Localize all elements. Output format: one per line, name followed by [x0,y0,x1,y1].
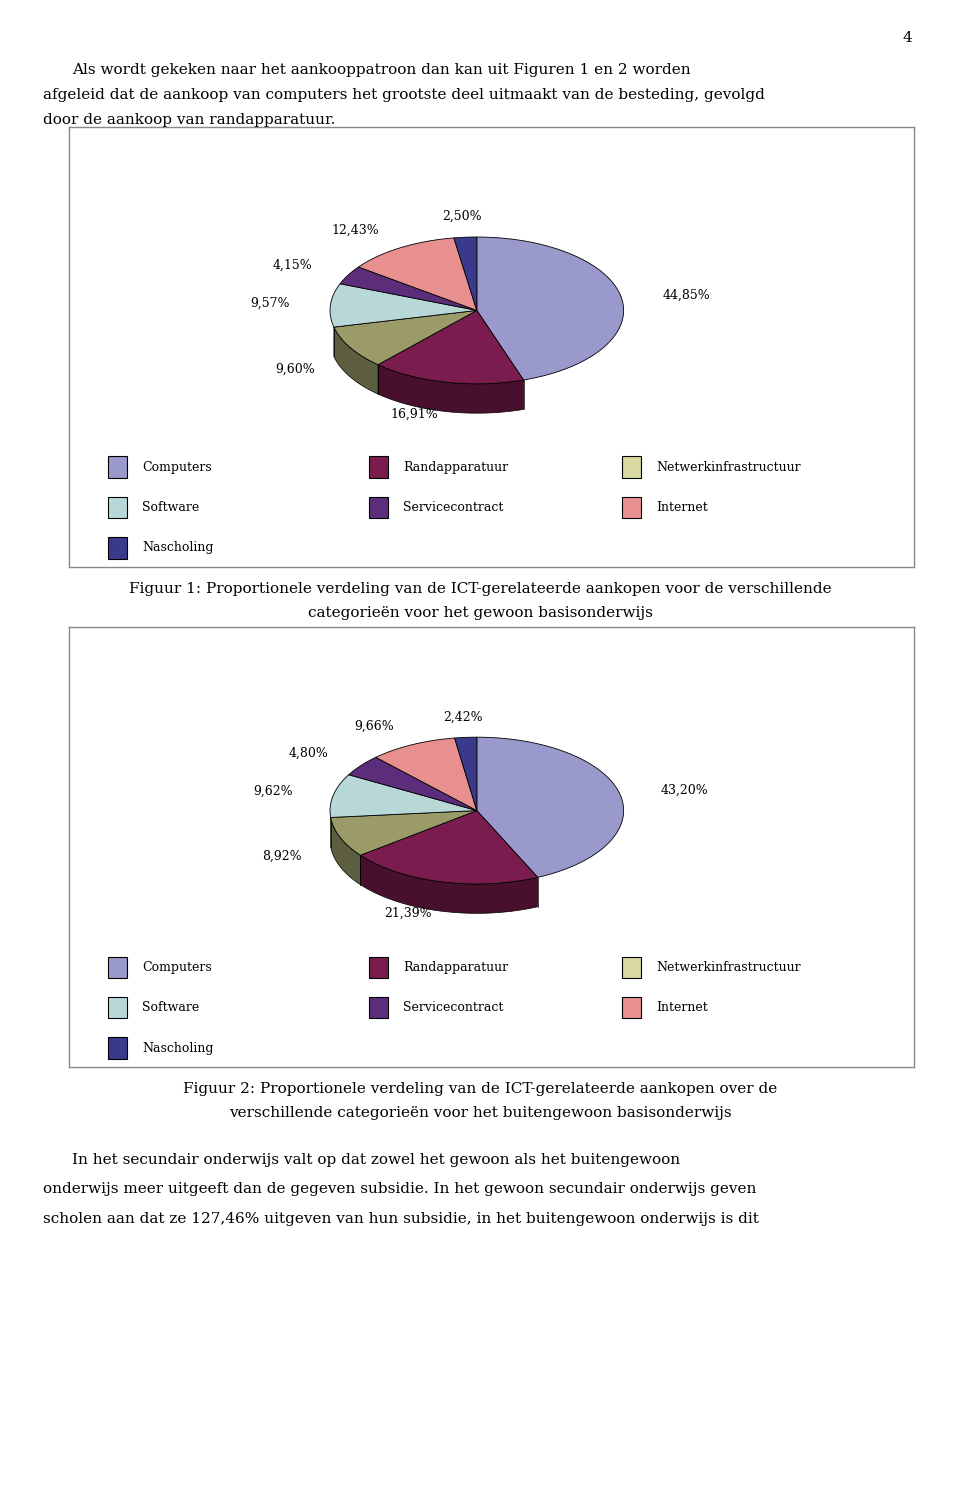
Polygon shape [330,284,477,327]
Bar [108,497,127,518]
Bar [369,497,388,518]
Bar [369,957,388,978]
Text: Servicecontract: Servicecontract [403,502,504,514]
Text: 44,85%: 44,85% [662,288,710,302]
Text: 2,50%: 2,50% [443,211,482,224]
Text: 9,60%: 9,60% [275,363,315,376]
Polygon shape [454,237,477,311]
Text: 4,15%: 4,15% [273,258,312,272]
Polygon shape [330,775,477,818]
Polygon shape [330,818,360,885]
Text: Randapparatuur: Randapparatuur [403,461,509,473]
Polygon shape [340,267,477,311]
Text: 16,91%: 16,91% [391,408,438,421]
Bar [622,457,641,478]
Text: 9,57%: 9,57% [250,297,289,311]
Text: Servicecontract: Servicecontract [403,1002,504,1014]
Text: Computers: Computers [142,461,212,473]
Text: Randapparatuur: Randapparatuur [403,961,509,973]
Text: Figuur 2: Proportionele verdeling van de ICT-gerelateerde aankopen over de: Figuur 2: Proportionele verdeling van de… [182,1082,778,1096]
Text: Netwerkinfrastructuur: Netwerkinfrastructuur [657,961,802,973]
Polygon shape [358,237,477,311]
Bar [108,1038,127,1059]
Text: scholen aan dat ze 127,46% uitgeven van hun subsidie, in het buitengewoon onderw: scholen aan dat ze 127,46% uitgeven van … [43,1212,759,1226]
Polygon shape [334,327,378,394]
Text: afgeleid dat de aankoop van computers het grootste deel uitmaakt van de bestedin: afgeleid dat de aankoop van computers he… [43,88,765,102]
Bar [622,497,641,518]
Text: Software: Software [142,502,200,514]
Bar [369,997,388,1018]
Bar [108,957,127,978]
Text: Nascholing: Nascholing [142,542,213,554]
Bar [108,457,127,478]
Text: 9,66%: 9,66% [354,720,395,733]
Text: Internet: Internet [657,502,708,514]
Polygon shape [455,738,477,811]
Text: Nascholing: Nascholing [142,1042,213,1054]
Text: 4,80%: 4,80% [289,746,328,760]
Text: 43,20%: 43,20% [660,784,708,797]
Polygon shape [360,811,538,884]
Polygon shape [330,811,477,855]
Bar [108,997,127,1018]
Text: Computers: Computers [142,961,212,973]
Text: 8,92%: 8,92% [262,850,302,863]
Text: 9,62%: 9,62% [253,785,293,797]
Text: door de aankoop van randapparatuur.: door de aankoop van randapparatuur. [43,113,336,127]
Text: Software: Software [142,1002,200,1014]
Polygon shape [477,738,624,878]
Polygon shape [477,237,624,381]
Text: 4: 4 [902,31,912,45]
Text: verschillende categorieën voor het buitengewoon basisonderwijs: verschillende categorieën voor het buite… [228,1106,732,1120]
Polygon shape [378,364,523,414]
Text: Als wordt gekeken naar het aankooppatroon dan kan uit Figuren 1 en 2 worden: Als wordt gekeken naar het aankooppatroo… [72,63,690,76]
Bar [108,537,127,558]
Bar [622,997,641,1018]
Text: Figuur 1: Proportionele verdeling van de ICT-gerelateerde aankopen voor de versc: Figuur 1: Proportionele verdeling van de… [129,582,831,596]
Text: 21,39%: 21,39% [384,906,431,920]
Text: 12,43%: 12,43% [331,224,379,237]
Polygon shape [334,311,477,364]
Bar [622,957,641,978]
Text: Internet: Internet [657,1002,708,1014]
Text: In het secundair onderwijs valt op dat zowel het gewoon als het buitengewoon: In het secundair onderwijs valt op dat z… [72,1153,680,1166]
Text: 2,42%: 2,42% [443,711,482,724]
Polygon shape [348,757,477,811]
Text: onderwijs meer uitgeeft dan de gegeven subsidie. In het gewoon secundair onderwi: onderwijs meer uitgeeft dan de gegeven s… [43,1182,756,1196]
Text: categorieën voor het gewoon basisonderwijs: categorieën voor het gewoon basisonderwi… [307,606,653,620]
Polygon shape [378,311,523,384]
Polygon shape [375,738,477,811]
Text: Netwerkinfrastructuur: Netwerkinfrastructuur [657,461,802,473]
Bar [369,457,388,478]
Polygon shape [360,855,538,914]
